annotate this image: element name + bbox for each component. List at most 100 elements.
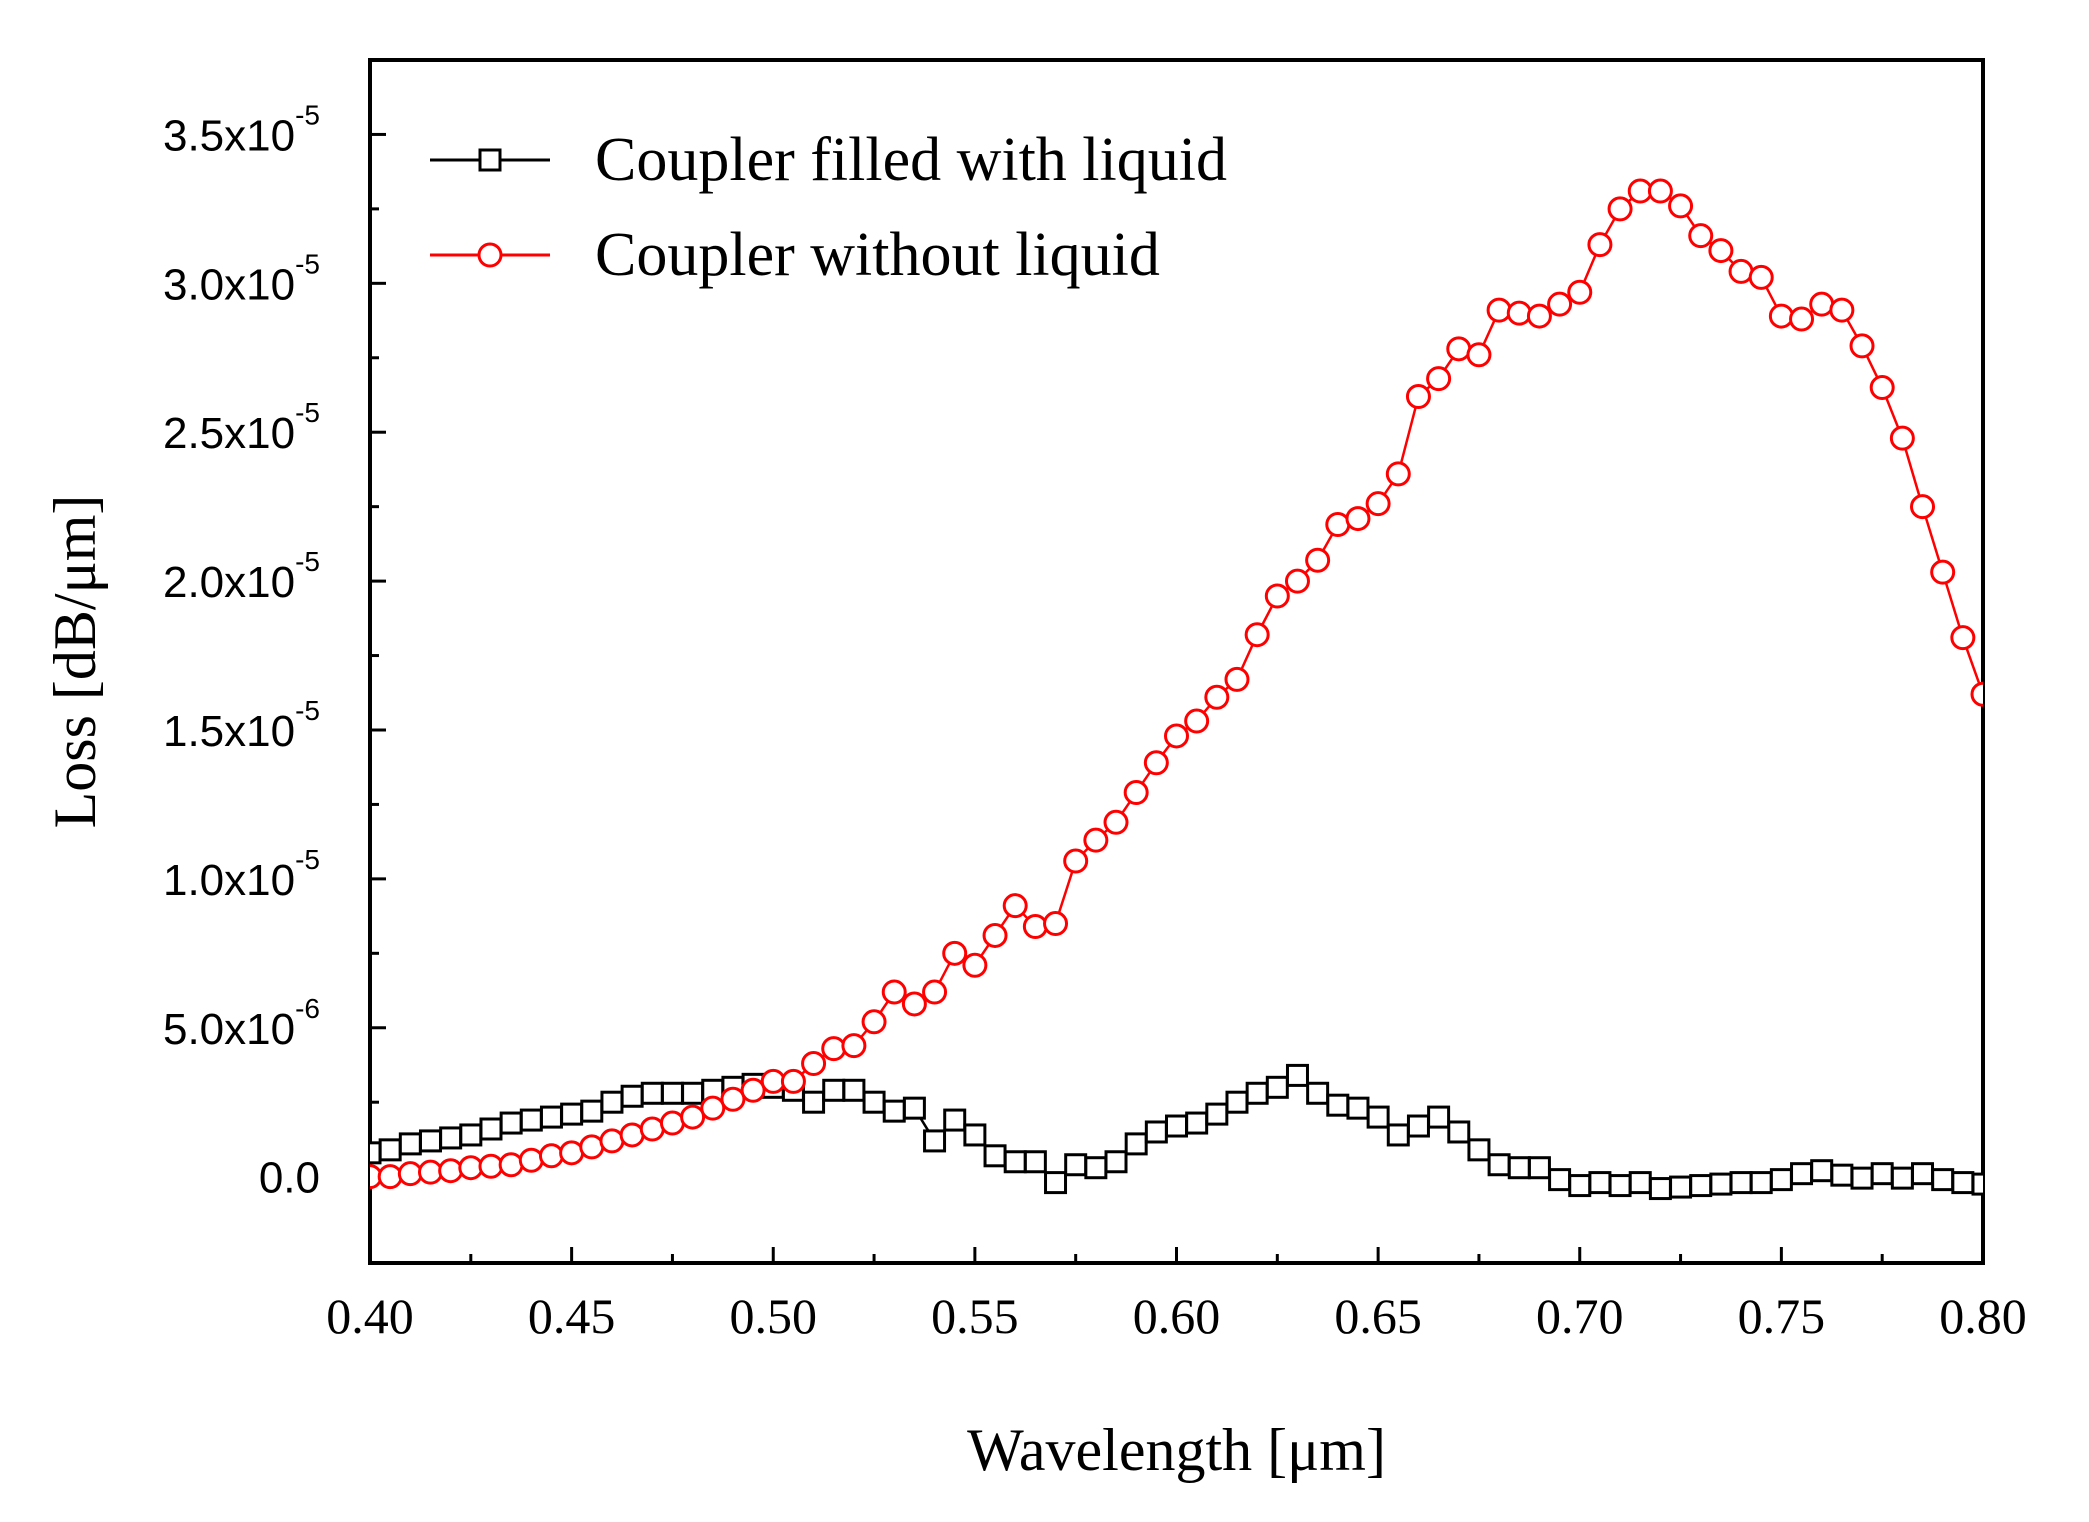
data-point — [1628, 1171, 1652, 1195]
y-tick-mantissa: 2.0x10 — [163, 558, 295, 607]
data-point — [1366, 1105, 1390, 1129]
data-point — [1426, 366, 1452, 392]
legend-marker — [477, 242, 503, 268]
data-point — [417, 1159, 443, 1185]
data-point — [378, 1138, 402, 1162]
data-point — [802, 1090, 826, 1114]
y-tick-exponent: -5 — [295, 248, 320, 279]
data-point — [1044, 1171, 1068, 1195]
data-point — [1789, 306, 1815, 332]
data-point — [1547, 291, 1573, 317]
x-axis: 0.40 0.45 0.50 0.55 0.60 0.65 0.70 0.75 0.80 — [326, 1247, 2027, 1344]
x-axis-title: Wavelength [μm] — [967, 1417, 1386, 1483]
data-point — [1325, 512, 1351, 538]
data-point — [1143, 750, 1169, 776]
data-point — [599, 1128, 625, 1154]
y-tick-exponent: -5 — [295, 844, 320, 875]
data-point — [942, 940, 968, 966]
data-point — [681, 1081, 705, 1105]
data-point — [1748, 264, 1774, 290]
y-tick-label: 1.0x10-5 — [163, 844, 320, 905]
y-tick-label: 1.5x10-5 — [163, 695, 320, 756]
data-point — [1123, 780, 1149, 806]
x-tick-label: 0.80 — [1939, 1288, 2027, 1344]
data-point — [1889, 425, 1915, 451]
data-point — [963, 1123, 987, 1147]
data-point — [881, 979, 907, 1005]
data-point — [1164, 723, 1189, 749]
data-point — [1346, 1096, 1370, 1120]
legend-marker — [478, 148, 502, 172]
data-point — [1688, 223, 1714, 249]
legend-label: Coupler filled with liquid — [595, 126, 1227, 194]
series-2 — [370, 178, 1983, 1190]
data-point — [559, 1140, 585, 1166]
data-point — [370, 1141, 382, 1165]
data-point — [1084, 1156, 1108, 1180]
legend-item: Coupler without liquid — [430, 221, 1160, 289]
data-point — [1305, 547, 1331, 573]
data-point — [418, 1129, 442, 1153]
y-tick-exponent: -6 — [295, 993, 320, 1024]
data-point — [1507, 1156, 1531, 1180]
data-point — [1790, 1162, 1814, 1186]
x-tick-label: 0.55 — [931, 1288, 1019, 1344]
data-point — [902, 1096, 926, 1120]
data-point — [1386, 1123, 1410, 1147]
y-tick-exponent: -5 — [295, 99, 320, 130]
x-tick-label: 0.45 — [528, 1288, 616, 1344]
data-point — [922, 979, 948, 1005]
data-point — [1184, 708, 1210, 734]
y-tick-label: 3.0x10-5 — [163, 248, 320, 309]
data-point — [821, 1036, 847, 1062]
data-point — [1405, 383, 1431, 409]
data-point — [377, 1164, 403, 1190]
data-point — [1810, 1159, 1834, 1183]
y-tick-mantissa: 3.0x10 — [163, 260, 295, 309]
data-point — [861, 1009, 887, 1035]
data-point — [1931, 1168, 1955, 1192]
data-point — [1124, 1132, 1148, 1156]
data-point — [1486, 297, 1512, 323]
x-tick-label: 0.75 — [1738, 1288, 1826, 1344]
data-point — [1850, 1166, 1874, 1190]
data-point — [478, 1153, 504, 1179]
data-point — [1043, 911, 1069, 937]
data-point — [1326, 1093, 1350, 1117]
data-point — [1225, 1090, 1249, 1114]
data-point — [822, 1078, 846, 1102]
legend-label: Coupler without liquid — [595, 221, 1160, 289]
data-point — [700, 1095, 726, 1121]
data-point — [1264, 583, 1290, 609]
y-tick-label: 2.0x10-5 — [163, 546, 320, 607]
y-axis: 0.05.0x10-61.0x10-51.5x10-52.0x10-52.5x1… — [163, 99, 386, 1203]
data-point — [580, 1099, 604, 1123]
data-point — [1165, 1114, 1188, 1138]
data-point — [640, 1081, 664, 1105]
legend-item: Coupler filled with liquid — [430, 126, 1227, 194]
y-tick-mantissa: 0.0 — [259, 1154, 320, 1203]
data-point — [458, 1155, 484, 1181]
data-point — [962, 952, 988, 978]
data-point — [1345, 506, 1371, 532]
data-point — [1205, 1102, 1229, 1126]
data-point — [1285, 1063, 1309, 1087]
data-point — [1487, 1153, 1511, 1177]
data-point — [901, 991, 927, 1017]
data-point — [1647, 178, 1673, 204]
data-point — [1306, 1081, 1330, 1105]
data-point — [1869, 375, 1895, 401]
data-point — [1244, 622, 1270, 648]
data-point — [1870, 1162, 1894, 1186]
data-point — [1588, 1171, 1612, 1195]
series-line — [370, 189, 1983, 1178]
data-point — [982, 922, 1008, 948]
y-tick-mantissa: 2.5x10 — [163, 409, 295, 458]
legend: Coupler filled with liquid Coupler withou… — [430, 126, 1227, 289]
y-tick-label: 2.5x10-5 — [163, 397, 320, 458]
data-point — [397, 1161, 423, 1187]
data-point — [619, 1122, 645, 1148]
y-tick-exponent: -5 — [295, 695, 320, 726]
data-point — [1567, 279, 1593, 305]
